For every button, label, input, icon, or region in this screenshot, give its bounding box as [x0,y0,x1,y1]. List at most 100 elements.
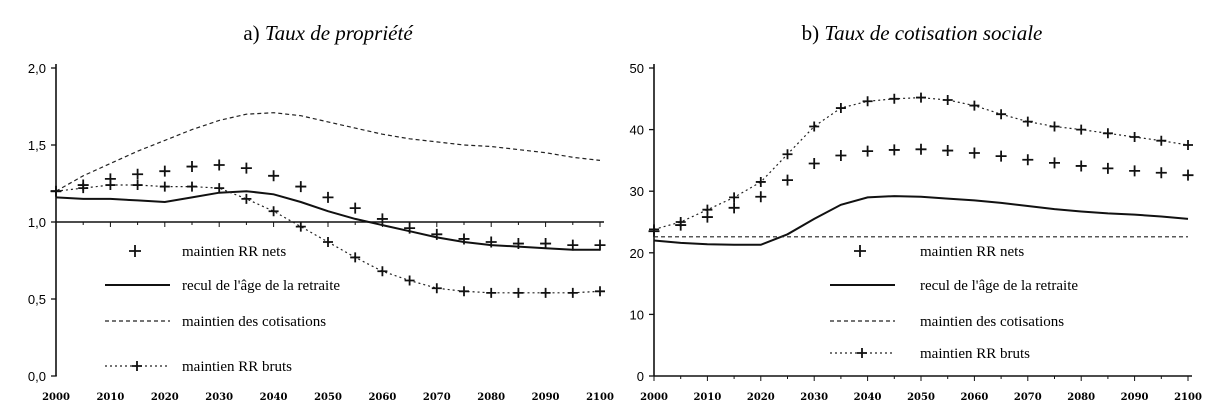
data-point [323,237,333,248]
y-tick-label: 0,5 [28,292,46,307]
x-tick-label: 2010 [96,392,124,403]
legend-label: maintien RR nets [920,244,1024,260]
x-tick-label: 2050 [314,392,342,403]
legend-symbol-marker [132,361,142,371]
x-tick-label: 2090 [532,392,560,403]
legend-label: maintien RR bruts [920,346,1030,362]
data-point [159,181,170,192]
data-point [835,103,846,114]
data-point [1155,167,1167,179]
data-point [916,92,926,103]
legend-symbol [129,245,141,257]
y-tick-label: 40 [630,123,644,138]
data-point [995,150,1007,162]
data-point [1075,160,1087,172]
x-tick-label: 2040 [854,392,882,403]
data-point [808,157,820,169]
data-point [567,287,578,298]
data-point [1102,128,1113,139]
data-point [1022,154,1034,166]
chart-title-prefix: a) [243,21,265,45]
x-tick-label: 2000 [42,392,70,403]
chart-panel-2: b) Taux de cotisation sociale01020304050… [630,21,1202,403]
legend-label: maintien des cotisations [920,314,1064,330]
data-point [295,221,306,232]
legend-symbol [854,245,866,257]
series-3 [55,112,601,192]
data-point [186,161,198,173]
chart-title-prefix: b) [802,21,825,45]
data-point [1129,165,1141,177]
series-2 [55,190,600,251]
series-1 [50,159,606,251]
x-tick-label: 2070 [1014,392,1042,403]
data-point [595,286,605,297]
data-point [862,145,874,157]
legend-label: maintien RR bruts [182,359,292,375]
data-point [132,168,144,180]
chart-panel-1: a) Taux de propriété 0,0 0,5 1,0 1,5 2,0 2000 2… [28,21,614,403]
x-tick-label: 2100 [1174,392,1202,403]
x-tick-label: 2080 [477,392,505,403]
data-point [214,183,225,194]
x-tick-label: 2000 [640,392,668,403]
x-tick-label: 2010 [693,392,721,403]
data-point [187,181,197,192]
legend-symbol-marker [857,348,867,358]
legend-entry: recul de l'âge de la retraite [830,278,1078,294]
data-point [835,149,847,161]
series-2 [653,195,1189,246]
data-point [349,202,361,214]
legend-entry: recul de l'âge de la retraite [105,278,340,294]
data-point [1129,131,1140,142]
data-point [1182,169,1194,181]
data-point [862,96,873,107]
x-tick-label: 2080 [1067,392,1095,403]
data-point [1022,116,1033,127]
legend-label: maintien des cotisations [182,314,326,330]
data-point [132,180,143,191]
data-point [728,202,740,214]
chart-title-text: Taux de propriété [265,21,414,45]
x-tick-label: 2060 [960,392,988,403]
legend-entry: maintien RR nets [854,244,1024,260]
data-point [915,143,927,155]
series-4 [51,180,605,298]
data-point [1102,162,1114,174]
series-4 [649,92,1193,235]
series-line [55,112,601,192]
data-point [755,191,767,203]
x-tick-label: 2070 [423,392,451,403]
data-point [295,181,307,193]
data-point [322,191,334,203]
series-line [653,96,1189,230]
legend-entry: maintien des cotisations [830,314,1064,330]
data-point [241,193,252,204]
y-tick-label: 1,0 [28,215,46,230]
series-1 [648,143,1194,237]
legend-label: recul de l'âge de la retraite [920,278,1078,294]
y-tick-label: 1,5 [28,138,46,153]
x-tick-label: 2020 [151,392,179,403]
data-point [675,217,686,227]
data-point [350,252,361,263]
legend-entry: maintien RR nets [129,244,286,260]
data-point [213,159,225,171]
series-line [653,195,1189,246]
x-tick-label: 2030 [205,392,233,403]
data-point [268,206,279,217]
chart-title-text: Taux de cotisation sociale [824,21,1042,45]
y-tick-label: 50 [630,61,644,76]
x-tick-label: 2020 [747,392,775,403]
legend-entry: maintien RR bruts [105,359,292,375]
data-point [1049,121,1060,132]
data-point [377,266,388,277]
data-point [486,287,497,298]
data-point [459,286,469,297]
data-point [1156,135,1167,146]
data-point [51,186,61,197]
y-tick-label: 10 [630,307,644,322]
data-point [729,192,740,203]
y-tick-label: 2,0 [28,61,46,76]
